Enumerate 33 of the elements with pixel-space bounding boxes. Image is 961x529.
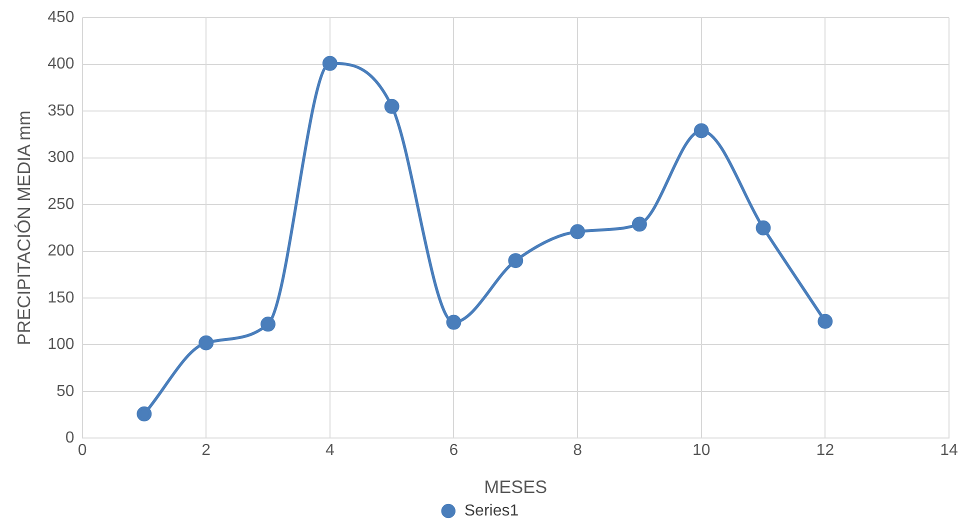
x-tick-label: 14	[940, 442, 958, 460]
x-tick-label: 8	[573, 442, 582, 460]
x-tick-label: 6	[449, 442, 458, 460]
y-tick-label: 150	[48, 289, 74, 306]
legend-label: Series1	[464, 502, 519, 520]
point	[136, 406, 152, 422]
point	[260, 316, 276, 332]
point	[756, 220, 771, 236]
y-tick-label: 0	[65, 430, 74, 447]
point	[570, 224, 586, 240]
y-tick-label: 100	[48, 336, 74, 354]
point	[322, 56, 338, 71]
point	[446, 314, 462, 330]
x-tick-label: 0	[78, 442, 87, 460]
y-tick-label: 50	[56, 382, 74, 400]
x-tick-label: 12	[816, 442, 834, 460]
x-axis-title: MESES	[484, 477, 548, 498]
y-axis-title: PRECIPITACIÓN MEDIA mm	[14, 110, 34, 346]
x-tick-label: 10	[692, 442, 710, 460]
x-tick-label: 2	[202, 442, 211, 460]
y-tick-label: 350	[48, 102, 74, 120]
point	[818, 314, 833, 329]
point	[508, 253, 524, 268]
y-tick-label: 300	[48, 149, 74, 166]
y-tick-label: 200	[48, 242, 74, 260]
x-tick-label: 4	[325, 442, 334, 460]
point	[694, 123, 709, 138]
point	[198, 335, 214, 350]
point	[384, 98, 400, 114]
point	[632, 216, 647, 232]
y-tick-label: 250	[48, 196, 74, 213]
y-tick-label: 450	[48, 9, 74, 26]
y-tick-label: 400	[48, 56, 74, 73]
